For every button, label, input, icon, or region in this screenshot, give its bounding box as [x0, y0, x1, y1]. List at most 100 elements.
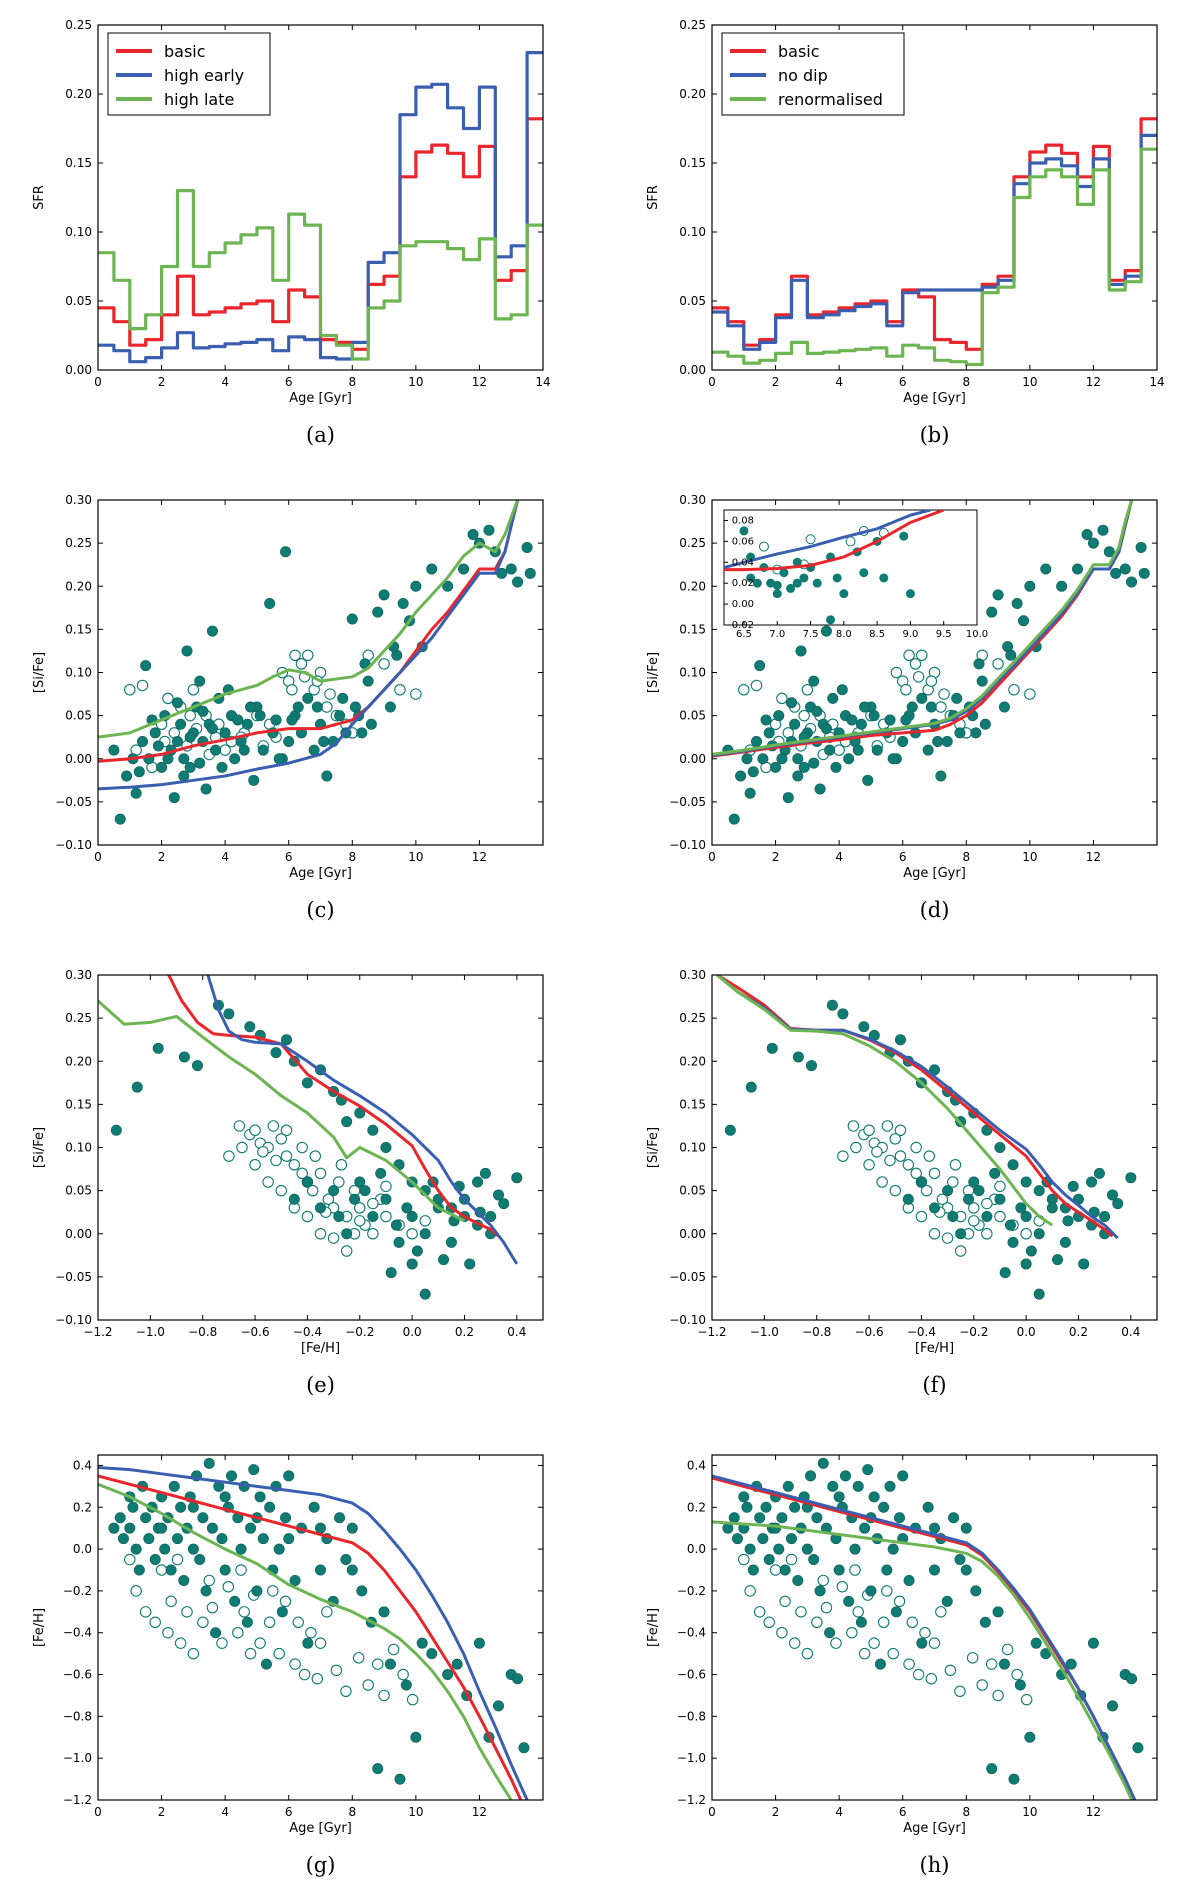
data-point-filled — [859, 701, 871, 713]
data-point-filled — [976, 675, 988, 687]
data-point-open — [322, 1193, 335, 1206]
data-point-filled — [874, 1658, 886, 1670]
y-tick-label: 0.05 — [65, 294, 92, 308]
y-tick-label: −0.10 — [55, 1313, 92, 1327]
data-point-open — [275, 1133, 287, 1145]
data-point-filled — [393, 1236, 405, 1248]
y-tick-label: −0.6 — [677, 1668, 706, 1682]
data-point-filled — [416, 1637, 428, 1649]
data-point-open — [406, 1228, 418, 1240]
data-point-open — [935, 701, 947, 713]
y-tick-label: 0.00 — [679, 752, 706, 766]
data-point-filled — [843, 753, 855, 765]
data-point-filled — [843, 1595, 855, 1607]
data-point-open — [197, 1616, 209, 1629]
data-point-filled — [763, 1554, 775, 1566]
data-point-filled — [280, 1034, 292, 1046]
data-point-open — [912, 1668, 925, 1681]
data-point-filled — [960, 1522, 972, 1534]
data-point-filled — [375, 1167, 387, 1179]
data-point-filled — [928, 1202, 940, 1214]
data-point-filled — [438, 1254, 450, 1266]
plot-frame — [711, 1454, 1158, 1801]
y-tick-label: −0.6 — [63, 1668, 92, 1682]
data-point-filled — [245, 1522, 257, 1534]
y-tick-label: 0.05 — [679, 294, 706, 308]
data-point-open — [262, 1176, 274, 1188]
data-point-filled — [782, 1480, 794, 1492]
panel-e: −1.2 −1.0 −0.8 −0.6 −0.4 −0.2 0.0 0.2 0.4 −0.10 −0… — [32, 968, 544, 1397]
y-tick-label: 0.20 — [65, 87, 92, 101]
data-point-open — [165, 1595, 177, 1608]
y-tick-label: 0.00 — [65, 363, 92, 377]
data-point-filled — [356, 727, 368, 739]
data-point-filled — [283, 1533, 295, 1545]
data-point-filled — [902, 1193, 914, 1205]
data-point-filled — [839, 1470, 851, 1482]
inset-point-filled — [905, 589, 915, 599]
x-tick-label: 0.2 — [1069, 1325, 1088, 1339]
panel-b: 0 2 4 6 8 10 12 14 0.00 0.05 0.10 0.15 0.20 0.25 Age [… — [646, 18, 1165, 447]
y-tick-label: −1.2 — [677, 1793, 706, 1807]
data-point-filled — [968, 1176, 980, 1188]
data-point-filled — [367, 1124, 379, 1136]
x-tick-label: 4 — [221, 1805, 229, 1819]
data-point-filled — [156, 761, 168, 773]
data-point-open — [136, 679, 149, 692]
data-point-open — [985, 1658, 998, 1670]
inset-point-filled — [779, 568, 789, 578]
series-line-high-early — [206, 975, 519, 1265]
y-tick-label: 0.10 — [65, 1141, 92, 1155]
data-point-open — [296, 1167, 308, 1180]
data-point-filled — [451, 1658, 463, 1670]
data-point-open — [833, 744, 845, 756]
x-axis-label: Age [Gyr] — [289, 1821, 352, 1836]
data-point-open — [184, 709, 196, 722]
data-point-open — [836, 1580, 849, 1593]
plot-area — [712, 500, 1150, 825]
data-point-open — [232, 1626, 244, 1639]
inset-point-open — [845, 536, 856, 547]
data-point-open — [187, 683, 200, 696]
data-point-filled — [820, 723, 832, 735]
y-tick-label: 0.20 — [65, 579, 92, 593]
data-point-open — [223, 1150, 235, 1162]
data-point-filled — [283, 1470, 295, 1482]
data-point-open — [947, 1176, 959, 1188]
data-point-open — [330, 1664, 343, 1677]
data-point-filled — [760, 1501, 772, 1513]
data-point-open — [935, 1606, 947, 1618]
data-point-filled — [311, 701, 323, 713]
x-axis-label: [Fe/H] — [301, 1341, 340, 1356]
x-axis-label: Age [Gyr] — [903, 391, 966, 406]
data-point-open — [785, 1553, 798, 1566]
data-point-filled — [805, 1060, 817, 1072]
data-point-filled — [362, 675, 374, 687]
data-point-open — [877, 1616, 890, 1629]
data-point-filled — [754, 1512, 766, 1524]
data-point-filled — [175, 718, 187, 730]
x-tick-label: 8 — [962, 850, 970, 864]
panel-h: 0 2 4 6 8 10 12 −1.2 −1.0 −0.8 −0.6 −0.4 −0.2 0.0 0.2 0… — [646, 1454, 1158, 1877]
data-point-filled — [925, 701, 937, 713]
y-tick-label: 0.4 — [687, 1458, 706, 1472]
data-point-filled — [986, 1763, 998, 1775]
data-point-filled — [805, 1470, 817, 1482]
data-point-filled — [511, 1172, 523, 1184]
data-point-filled — [232, 714, 244, 726]
y-tick-label: −0.05 — [669, 795, 706, 809]
data-point-open — [244, 1647, 257, 1660]
data-point-filled — [372, 1763, 384, 1775]
data-point-filled — [445, 1236, 457, 1248]
x-tick-label: 4 — [221, 850, 229, 864]
data-point-filled — [750, 735, 762, 747]
data-point-filled — [1020, 1176, 1032, 1188]
data-point-filled — [458, 563, 470, 575]
data-point-filled — [1086, 1176, 1098, 1188]
data-point-filled — [785, 697, 797, 709]
data-point-filled — [1014, 1679, 1026, 1691]
data-point-open — [1020, 1228, 1032, 1240]
data-point-filled — [492, 1189, 504, 1201]
data-point-filled — [178, 1574, 190, 1586]
data-point-filled — [372, 606, 384, 618]
